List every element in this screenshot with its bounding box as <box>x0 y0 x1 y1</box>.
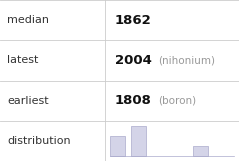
Text: (nihonium): (nihonium) <box>158 55 215 65</box>
Text: median: median <box>7 15 49 25</box>
Text: 1808: 1808 <box>115 94 152 107</box>
Bar <box>193 146 208 156</box>
Text: earliest: earliest <box>7 96 49 106</box>
Text: distribution: distribution <box>7 136 71 146</box>
Bar <box>131 126 146 156</box>
Text: 1862: 1862 <box>115 14 152 27</box>
Text: latest: latest <box>7 55 38 65</box>
Text: 2004: 2004 <box>115 54 152 67</box>
Text: (boron): (boron) <box>158 96 196 106</box>
Bar <box>110 136 125 156</box>
